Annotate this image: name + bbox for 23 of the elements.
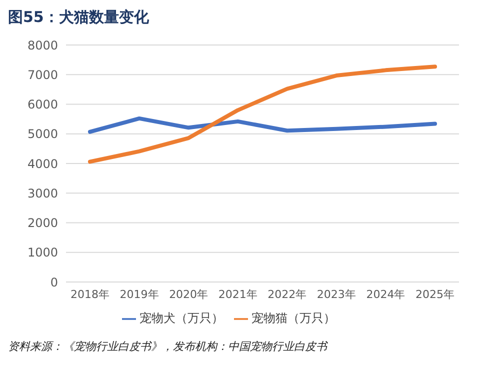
y-tick-label: 2000 [27, 216, 58, 230]
x-tick-label: 2021年 [218, 288, 258, 301]
chart-title: 图55：犬猫数量变化 [8, 8, 150, 27]
text: 资料来源：《宠物行业白皮书》，发布机构：中国宠物行业白皮书 [8, 339, 329, 354]
y-tick-label: 8000 [27, 38, 58, 52]
y-tick-label: 5000 [27, 127, 58, 142]
x-tick-label: 2019年 [120, 288, 159, 301]
line-series [88, 116, 437, 134]
y-tick-label: 6000 [27, 98, 58, 112]
y-tick-label: 7000 [27, 68, 58, 82]
y-tick-label: 4000 [27, 156, 58, 171]
x-tick-label: 2024年 [366, 288, 406, 301]
x-tick-label: 2022年 [268, 288, 307, 301]
x-tick-label: 2018年 [70, 288, 110, 301]
x-tick-label: 2025年 [416, 288, 454, 301]
x-tick-label: 2023年 [316, 288, 356, 301]
y-tick-label: 3000 [27, 186, 58, 200]
x-tick-label: 2020年 [169, 288, 208, 301]
legend-label: 宠物猫（万只） [252, 311, 336, 325]
y-tick-label: 1000 [27, 246, 58, 260]
legend-label: 宠物犬（万只） [140, 311, 224, 325]
y-tick-label: 0 [50, 275, 58, 290]
line-series [88, 64, 437, 164]
